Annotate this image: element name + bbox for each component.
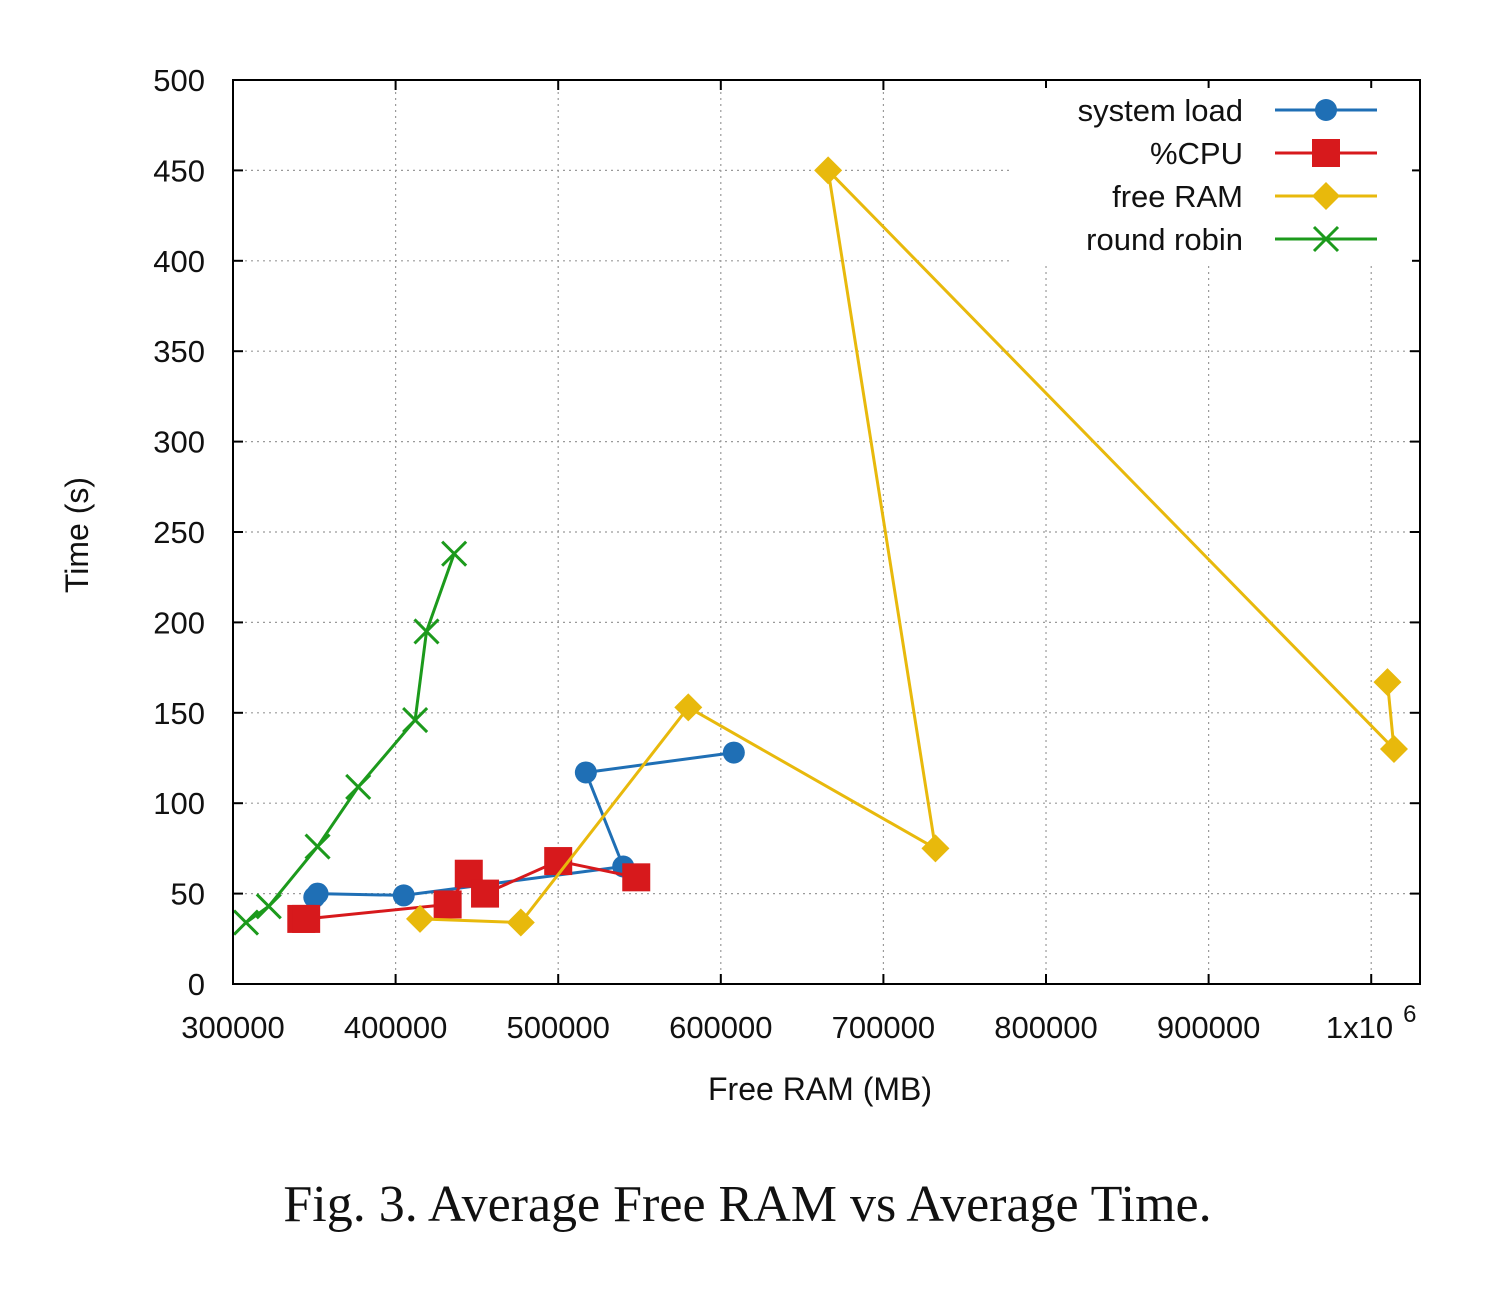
data-point <box>1373 668 1402 697</box>
legend-label: %CPU <box>1150 136 1243 171</box>
legend-label: system load <box>1078 93 1243 128</box>
data-point <box>392 884 415 907</box>
series-free-ram <box>405 156 1408 937</box>
legend-marker <box>1312 139 1340 167</box>
data-point <box>433 890 462 919</box>
data-point <box>921 834 950 863</box>
y-tick-label: 500 <box>153 63 205 98</box>
x-tick-label: 500000 <box>506 1010 609 1045</box>
x-marker-stroke <box>232 909 260 936</box>
data-point <box>1379 734 1408 763</box>
figure-caption: Fig. 3. Average Free RAM vs Average Time… <box>283 1176 1212 1233</box>
x-axis-title: Free RAM (MB) <box>708 1071 932 1107</box>
data-point <box>255 893 282 920</box>
y-tick-label: 350 <box>153 334 205 369</box>
legend-marker <box>1312 182 1340 210</box>
legend: system load %CPU free RAM round robin <box>1078 93 1377 257</box>
series-round-robin <box>232 540 468 936</box>
data-point <box>441 540 468 567</box>
y-tick-label: 200 <box>153 605 205 640</box>
data-point <box>506 908 535 937</box>
y-axis-title: Time (s) <box>59 477 95 593</box>
x-tick-exponent: 6 <box>1403 1001 1416 1028</box>
legend-label: round robin <box>1086 222 1243 257</box>
x-tick-label: 600000 <box>669 1010 772 1045</box>
legend-label: free RAM <box>1112 179 1243 214</box>
y-tick-label: 250 <box>153 515 205 550</box>
data-point <box>814 156 843 185</box>
y-axis: 0 50 100 150 200 250 300 350 400 450 500 <box>153 63 1420 1002</box>
data-point <box>345 773 372 800</box>
y-tick-label: 0 <box>188 967 205 1002</box>
x-tick-label: 800000 <box>994 1010 1097 1045</box>
x-marker-stroke <box>255 893 282 920</box>
x-marker-stroke <box>304 833 331 860</box>
data-point <box>574 761 597 784</box>
y-tick-label: 100 <box>153 786 205 821</box>
legend-item: %CPU <box>1150 136 1377 171</box>
legend-item: round robin <box>1086 222 1377 257</box>
data-point <box>402 706 429 734</box>
data-point <box>674 693 703 722</box>
data-point <box>622 863 651 892</box>
x-marker-stroke <box>413 618 440 645</box>
x-tick-label: 1x10 6 <box>1326 1001 1417 1045</box>
x-marker-stroke <box>441 540 468 567</box>
legend-item: free RAM <box>1112 179 1377 214</box>
y-tick-label: 300 <box>153 425 205 460</box>
legend-marker <box>1315 99 1337 121</box>
data-point <box>405 904 434 933</box>
x-marker-stroke <box>402 706 429 734</box>
data-point <box>232 909 260 936</box>
data-point <box>722 741 745 764</box>
data-point <box>304 833 331 860</box>
x-marker-stroke <box>1312 225 1340 253</box>
y-tick-label: 150 <box>153 696 205 731</box>
x-marker-stroke <box>345 773 372 800</box>
x-tick-label: 300000 <box>181 1010 284 1045</box>
data-point <box>292 904 321 933</box>
legend-item: system load <box>1078 93 1377 128</box>
y-tick-label: 50 <box>171 877 205 912</box>
x-tick-label: 900000 <box>1157 1010 1260 1045</box>
data-point <box>471 879 500 908</box>
x-tick-label: 400000 <box>344 1010 447 1045</box>
y-tick-label: 450 <box>153 153 205 188</box>
series-layer <box>232 156 1408 937</box>
data-point <box>306 882 329 905</box>
data-point <box>413 618 440 645</box>
x-tick-label: 700000 <box>832 1010 935 1045</box>
plot-frame <box>232 79 1421 985</box>
legend-marker <box>1312 225 1340 253</box>
y-tick-label: 400 <box>153 244 205 279</box>
legend-background <box>1010 88 1412 266</box>
chart-figure: 0 50 100 150 200 250 300 350 400 450 500 300000 400… <box>59 63 1421 1107</box>
